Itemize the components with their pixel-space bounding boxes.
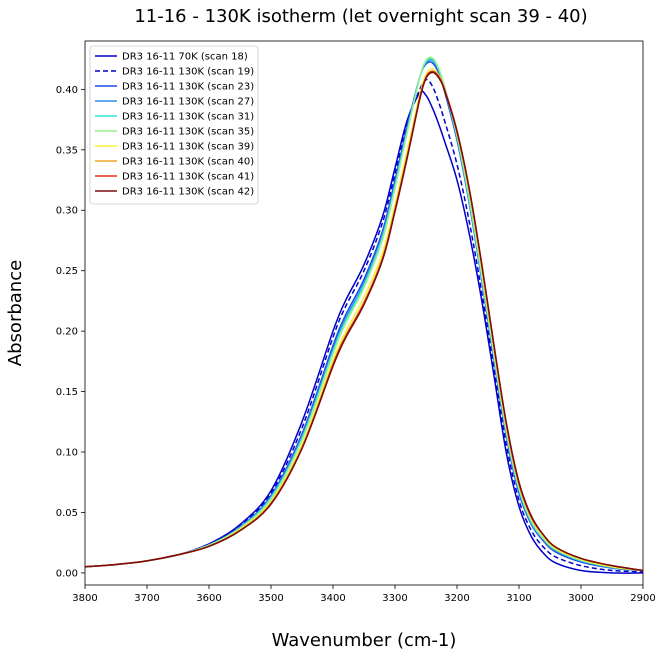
legend-box — [89, 45, 259, 205]
x-tick-label: 3200 — [444, 593, 469, 604]
y-tick-label: 0.20 — [56, 327, 78, 338]
chart-title: 11-16 - 130K isotherm (let overnight sca… — [134, 6, 587, 27]
x-axis-title: Wavenumber (cm-1) — [272, 630, 457, 651]
y-axis-ticks: 0.00 0.05 0.10 0.15 0.20 0.25 0.30 0.35 0.40 — [56, 85, 85, 579]
legend-label: DR3 16-11 70K (scan 18) — [122, 52, 248, 63]
y-tick-label: 0.35 — [56, 145, 78, 156]
x-tick-label: 3600 — [196, 593, 221, 604]
legend-label: DR3 16-11 130K (scan 42) — [122, 187, 254, 198]
legend-label: DR3 16-11 130K (scan 41) — [122, 172, 254, 183]
y-tick-label: 0.30 — [56, 206, 78, 217]
legend-label: DR3 16-11 130K (scan 35) — [122, 127, 254, 138]
x-tick-label: 3800 — [72, 593, 97, 604]
x-tick-label: 3000 — [568, 593, 593, 604]
y-tick-label: 0.40 — [56, 85, 78, 96]
legend-label: DR3 16-11 130K (scan 31) — [122, 112, 254, 123]
series-lines — [84, 56, 644, 574]
x-tick-label: 3100 — [506, 593, 531, 604]
x-tick-label: 3400 — [320, 593, 345, 604]
y-tick-label: 0.15 — [56, 387, 78, 398]
legend-label: DR3 16-11 130K (scan 27) — [122, 97, 254, 108]
y-tick-label: 0.25 — [56, 266, 78, 277]
plot-frame — [84, 40, 644, 586]
legend-label: DR3 16-11 130K (scan 23) — [122, 82, 254, 93]
legend-label: DR3 16-11 130K (scan 39) — [122, 142, 254, 153]
x-axis-ticks: 3800 3700 3600 3500 3400 3300 3200 3100 3000 2900 — [72, 585, 656, 604]
x-tick-label: 3700 — [134, 593, 159, 604]
series-line-9 — [84, 71, 644, 572]
y-tick-label: 0.00 — [56, 568, 78, 579]
series-line-0 — [84, 90, 644, 574]
series-line-5 — [84, 56, 644, 572]
x-tick-label: 3500 — [258, 593, 283, 604]
x-tick-label: 2900 — [630, 593, 655, 604]
legend-label: DR3 16-11 130K (scan 19) — [122, 67, 254, 78]
y-tick-label: 0.10 — [56, 448, 78, 459]
y-axis-title: Absorbance — [5, 260, 26, 366]
legend-label: DR3 16-11 130K (scan 40) — [122, 157, 254, 168]
x-tick-label: 3300 — [382, 593, 407, 604]
legend: DR3 16-11 70K (scan 18) DR3 16-11 130K (s… — [89, 45, 259, 205]
y-tick-label: 0.05 — [56, 508, 78, 519]
